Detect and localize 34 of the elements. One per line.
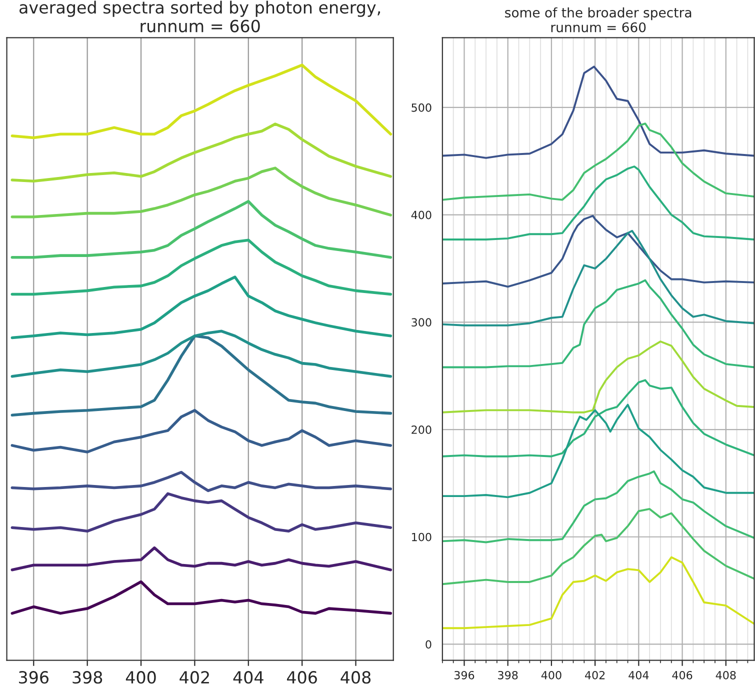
x-tick-label: 402 xyxy=(585,670,605,680)
line-series xyxy=(442,122,754,201)
line-series xyxy=(442,379,754,458)
x-tick-label: 408 xyxy=(340,671,371,684)
x-tick-label: 400 xyxy=(126,671,156,684)
line-series xyxy=(442,340,754,414)
y-tick-label: 300 xyxy=(412,318,432,327)
line-series xyxy=(442,279,754,368)
x-tick-label: 398 xyxy=(498,670,518,680)
x-tick-label: 396 xyxy=(454,670,474,680)
y-tick-label: 200 xyxy=(412,426,432,434)
line-series xyxy=(442,66,754,159)
x-tick-label: 396 xyxy=(19,671,48,684)
line-series xyxy=(442,230,754,326)
x-tick-label: 404 xyxy=(628,670,649,680)
x-tick-label: 400 xyxy=(541,670,562,680)
line-series xyxy=(442,556,754,630)
chart-title: averaged spectra sorted by photon energy, runnum = 660 xyxy=(20,0,380,32)
line-series xyxy=(442,404,754,498)
line-series xyxy=(442,508,754,586)
x-tick-label: 398 xyxy=(72,671,102,684)
line-series xyxy=(442,166,754,240)
line-series xyxy=(442,470,754,544)
x-tick-label: 404 xyxy=(233,671,264,684)
chart-title: some of the broader spectra runnum = 660 xyxy=(505,7,692,32)
y-tick-label: 500 xyxy=(412,103,432,112)
x-tick-label: 408 xyxy=(716,670,736,680)
line-series xyxy=(442,214,754,288)
y-tick-label: 0 xyxy=(426,640,432,649)
x-tick-label: 402 xyxy=(180,671,209,684)
x-tick-label: 406 xyxy=(672,670,692,680)
y-tick-label: 100 xyxy=(412,532,432,542)
x-tick-label: 406 xyxy=(286,671,317,684)
y-tick-label: 400 xyxy=(411,210,432,220)
